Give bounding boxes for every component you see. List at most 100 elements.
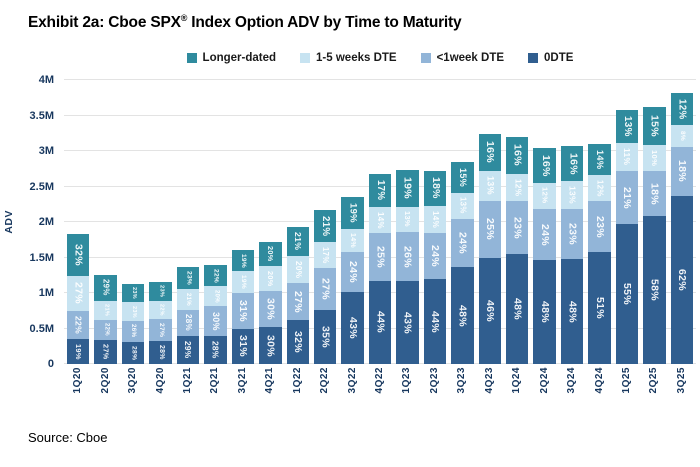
bar-segment-1q22: 32% [286,320,309,364]
bar-segment-1q24: 48% [506,253,529,364]
legend-item-0dte: 0DTE [528,52,573,64]
bar-2q20: 27% 22% 21% 29% [94,274,117,364]
bar-segment-2q22: 21% [313,209,337,243]
segment-value-label: 31% [237,299,250,322]
segment-value-label: 30% [264,298,277,321]
bar-4q23: 46% 25% 13% 16% [478,134,501,364]
x-tick-label: 3Q25 [675,367,687,394]
segment-value-label: 15% [648,115,661,138]
bar-2q24: 48% 24% 12% 16% [533,148,556,364]
bar-segment-2q25: 58% [643,216,666,364]
x-tick-label: 3Q20 [127,367,139,394]
bar-1q23: 43% 26% 13% 19% [396,170,419,364]
legend-label: <1week DTE [436,52,505,64]
legend-swatch-icon [528,53,539,63]
bar-segment-1q20: 27% [67,275,90,311]
segment-value-label: 20% [265,270,275,287]
x-tick-label: 1Q20 [72,367,84,394]
segment-value-label: 19% [240,253,248,268]
bar-segment-3q24: 16% [560,146,584,181]
segment-value-label: 19% [240,275,248,290]
bar-segment-2q24: 12% [533,182,556,209]
segment-value-label: 20% [265,246,275,262]
segment-value-label: 13% [485,176,496,196]
legend-label: 1-5 weeks DTE [316,52,397,64]
bar-segment-4q21: 20% [259,241,282,267]
x-tick-slot: 4Q20 [149,367,171,417]
bar-segment-1q25: 21% [615,170,639,225]
x-tick-label: 4Q21 [264,367,276,394]
segment-value-label: 25% [374,245,387,268]
segment-value-label: 29% [101,279,111,296]
x-tick-slot: 4Q24 [588,367,610,417]
bar-segment-2q21: 20% [204,286,227,307]
bar-segment-4q23: 25% [478,200,501,259]
gridline [64,79,696,80]
y-axis-tick-labels: 0 0.5M 1M 1.5M 2M 2.5M 3M 3.5M 4M [16,74,58,370]
bar-segment-4q21: 30% [259,327,282,364]
bar-segment-1q21: 28% [176,309,200,337]
segment-value-label: 21% [320,215,331,237]
bar-segment-1q24: 12% [506,173,529,202]
segment-value-label: 14% [430,210,440,228]
segment-value-label: 62% [676,268,689,291]
bar-segment-2q23: 24% [423,232,447,280]
bar-segment-4q22: 14% [368,206,392,234]
bar-segment-4q20: 28% [149,340,172,364]
bar-segment-1q21: 29% [176,336,200,364]
segment-value-label: 23% [593,215,606,238]
segment-value-label: 55% [621,283,634,306]
segment-value-label: 12% [595,179,605,197]
bar-1q21: 29% 28% 21% 23% [176,267,200,364]
segment-value-label: 22% [73,316,84,335]
x-tick-label: 3Q24 [566,367,578,394]
segment-value-label: 27% [157,322,165,337]
x-tick-slot: 2Q20 [94,367,116,417]
segment-value-label: 43% [401,311,414,334]
segment-value-label: 21% [103,304,110,317]
segment-value-label: 17% [321,247,331,264]
bar-segment-1q22: 20% [286,255,309,284]
segment-value-label: 12% [540,187,550,204]
x-tick-slot: 1Q22 [287,367,309,417]
segment-value-label: 23% [130,287,137,300]
y-tick-label: 3.5M [29,109,54,122]
segment-value-label: 24% [429,244,442,267]
segment-value-label: 26% [401,245,414,268]
bar-segment-1q24: 23% [506,201,529,254]
bar-4q21: 30% 30% 20% 20% [259,241,282,364]
segment-value-label: 26% [130,324,138,338]
x-tick-slot: 2Q24 [533,367,555,417]
segment-value-label: 35% [319,326,332,348]
x-tick-slot: 1Q24 [506,367,528,417]
segment-value-label: 30% [264,334,277,357]
segment-value-label: 14% [349,233,357,249]
segment-value-label: 46% [484,300,497,323]
segment-value-label: 14% [376,211,386,229]
plot-area: 19% 22% 27% 32% 27% 22% 21% 29% 28% 26% 23% 23% 28% 2… [64,79,696,364]
bar-segment-2q23: 14% [423,205,447,233]
bar-segment-2q23: 18% [423,170,447,206]
bar-segment-2q23: 44% [423,279,447,364]
x-tick-label: 2Q22 [319,367,331,394]
y-tick-label: 1.5M [29,251,54,264]
segment-value-label: 23% [185,271,193,286]
segment-value-label: 27% [101,344,111,360]
segment-value-label: 48% [538,301,551,324]
segment-value-label: 18% [648,182,661,205]
segment-value-label: 29% [183,341,194,359]
bar-4q20: 28% 27% 22% 23% [149,281,172,364]
bar-segment-2q20: 22% [94,319,117,340]
segment-value-label: 48% [456,304,469,327]
segment-value-label: 21% [293,232,304,251]
bar-segment-1q24: 16% [506,136,529,174]
y-tick-label: 2M [38,216,54,228]
segment-value-label: 23% [511,216,524,239]
segment-value-label: 28% [157,345,165,360]
segment-value-label: 23% [130,305,137,318]
legend-item-longer-dated: Longer-dated [186,52,276,64]
legend-swatch-icon [300,53,311,63]
bar-3q23: 48% 24% 13% 15% [451,162,474,364]
x-tick-slot: 4Q23 [479,367,501,417]
bar-segment-2q22: 27% [313,268,337,311]
